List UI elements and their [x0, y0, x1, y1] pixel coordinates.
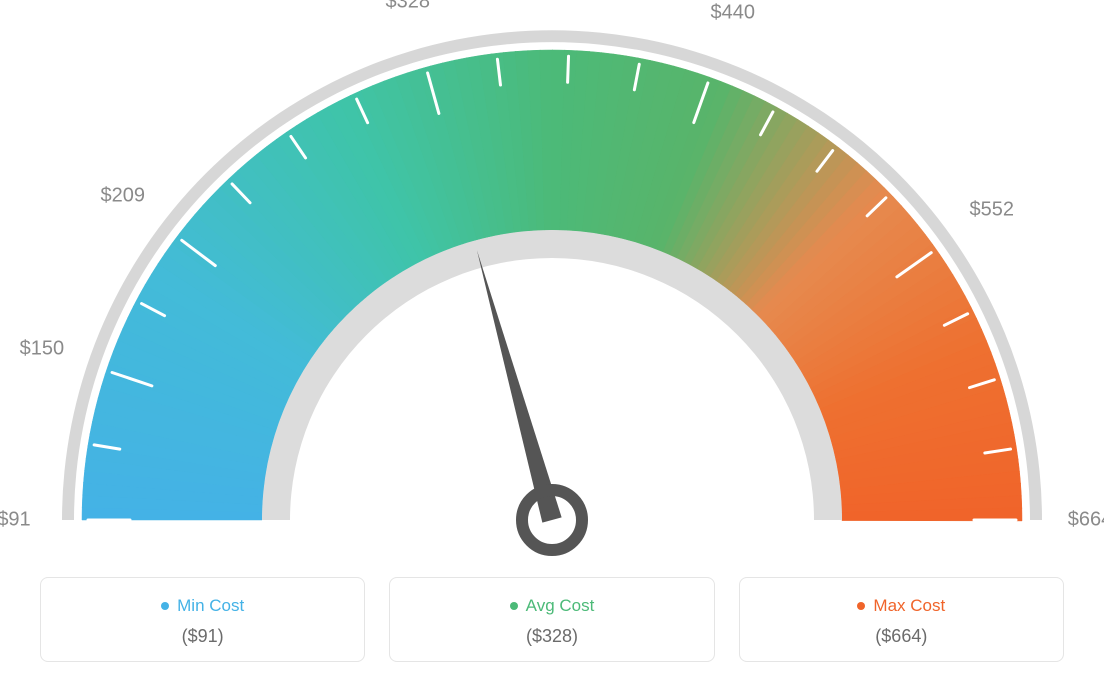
dot-icon-max	[857, 602, 865, 610]
legend-title-avg: Avg Cost	[510, 596, 595, 616]
tick-label: $328	[386, 0, 431, 13]
gauge-svg	[0, 0, 1104, 560]
gauge: $91 $150 $209 $328 $440 $552 $664	[0, 0, 1104, 560]
gauge-needle	[477, 250, 562, 522]
legend-value-avg: ($328)	[400, 626, 703, 647]
legend-label-max: Max Cost	[873, 596, 945, 616]
legend-value-max: ($664)	[750, 626, 1053, 647]
tick-label: $440	[711, 2, 756, 25]
gauge-arc	[82, 50, 1022, 521]
legend-card-min: Min Cost ($91)	[40, 577, 365, 662]
legend-title-max: Max Cost	[857, 596, 945, 616]
tick-label: $664	[1068, 509, 1104, 532]
legend-title-min: Min Cost	[161, 596, 244, 616]
tick-label: $209	[100, 184, 145, 207]
dot-icon-min	[161, 602, 169, 610]
dot-icon-avg	[510, 602, 518, 610]
legend-value-min: ($91)	[51, 626, 354, 647]
legend-label-min: Min Cost	[177, 596, 244, 616]
tick-label: $150	[20, 337, 65, 360]
legend-card-max: Max Cost ($664)	[739, 577, 1064, 662]
legend-card-avg: Avg Cost ($328)	[389, 577, 714, 662]
legend-label-avg: Avg Cost	[526, 596, 595, 616]
chart-container: $91 $150 $209 $328 $440 $552 $664 Min Cost ($9…	[0, 0, 1104, 690]
legend-row: Min Cost ($91) Avg Cost ($328) Max Cost …	[40, 577, 1064, 662]
tick-label: $552	[969, 199, 1014, 222]
tick-label: $91	[0, 509, 31, 532]
